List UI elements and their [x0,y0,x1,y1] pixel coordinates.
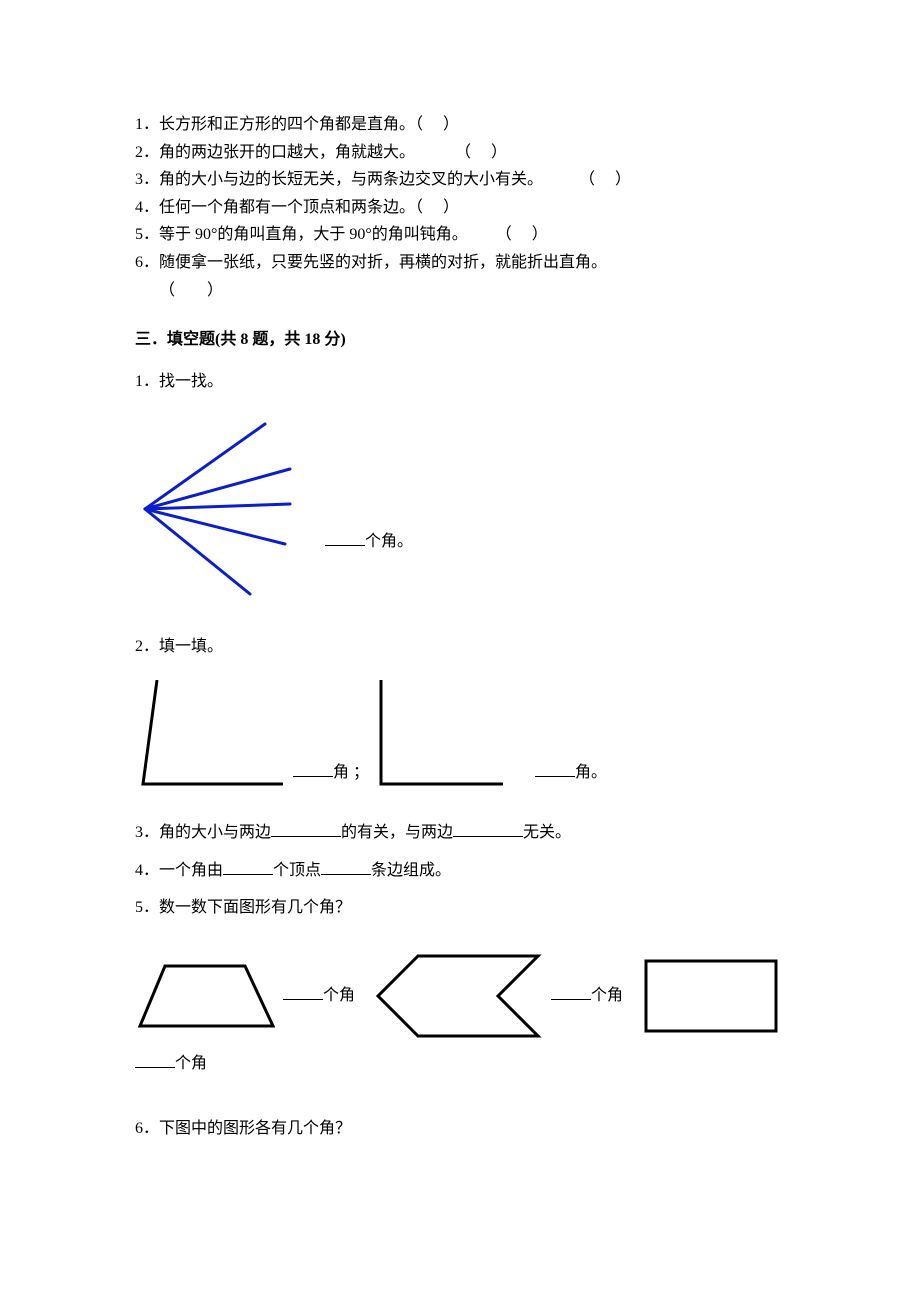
q2-angle-word-2: 角 [575,764,591,781]
q2-angle-word: 角 [333,764,349,781]
q3-mid: 的有关，与两边 [341,824,453,841]
judgement-item: （ ） [135,278,785,304]
right-angle-figure [375,680,505,790]
q1-suffix: 个角。 [365,533,413,550]
judgement-item: 4．任何一个角都有一个顶点和两条边。（ ） [135,195,785,221]
q5-last-blank-line: 个角 [135,1051,785,1077]
q2-blank-2[interactable] [535,760,575,777]
q5-blank-2[interactable] [551,983,591,1000]
judgement-item: 1．长方形和正方形的四个角都是直角。（ ） [135,112,785,138]
q2-figure-row: 角 ； 角。 [135,680,785,790]
q3-prefix: 3．角的大小与两边 [135,824,271,841]
q3-blank-1[interactable] [271,820,341,837]
q5-label: 5．数一数下面图形有几个角？ [135,895,785,921]
q1-label: 1．找一找。 [135,369,785,395]
judgement-item: 2．角的两边张开的口越大，角就越大。 （ ） [135,140,785,166]
q4-mid2: 条边组成。 [371,862,451,879]
section-3-title: 三．填空题(共 8 题，共 18 分) [135,327,785,353]
arrow-hexagon-figure [373,951,543,1041]
q6-label: 6．下图中的图形各有几个角？ [135,1116,785,1142]
judgement-item: 3．角的大小与边的长短无关，与两条边交叉的大小有关。 （ ） [135,167,785,193]
q4-line: 4．一个角由 个顶点 条边组成。 [135,858,785,884]
q5-unit-3: 个角 [175,1055,207,1072]
rectangle-figure [641,956,781,1036]
q1-blank[interactable] [325,529,365,546]
q4-blank-1[interactable] [223,858,273,875]
judgement-item: 6．随便拿一张纸，只要先竖的对折，再横的对折，就能折出直角。 [135,250,785,276]
q4-mid1: 个顶点 [273,862,321,879]
acute-angle-figure [135,680,285,790]
q1-figure-row: 个角。 [135,414,785,604]
q5-blank-1[interactable] [283,983,323,1000]
q2-label: 2．填一填。 [135,634,785,660]
worksheet-page: 1．长方形和正方形的四个角都是直角。（ ） 2．角的两边张开的口越大，角就越大。… [0,0,920,1214]
q5-shapes-row: 个角 个角 [135,951,785,1041]
fan-angle-figure [135,414,305,604]
q2-blank-1[interactable] [293,760,333,777]
trapezoid-figure [135,961,275,1031]
q5-unit-1: 个角 [323,987,355,1004]
q3-blank-2[interactable] [453,820,523,837]
q3-line: 3．角的大小与两边 的有关，与两边 无关。 [135,820,785,846]
q5-unit-2: 个角 [591,987,623,1004]
q4-prefix: 4．一个角由 [135,862,223,879]
q4-blank-2[interactable] [321,858,371,875]
q5-blank-3[interactable] [135,1051,175,1068]
q2-sep: ； [349,764,369,781]
judgement-item: 5．等于 90°的角叫直角，大于 90°的角叫钝角。 （ ） [135,222,785,248]
q3-suffix: 无关。 [523,824,571,841]
judgement-block: 1．长方形和正方形的四个角都是直角。（ ） 2．角的两边张开的口越大，角就越大。… [135,112,785,303]
